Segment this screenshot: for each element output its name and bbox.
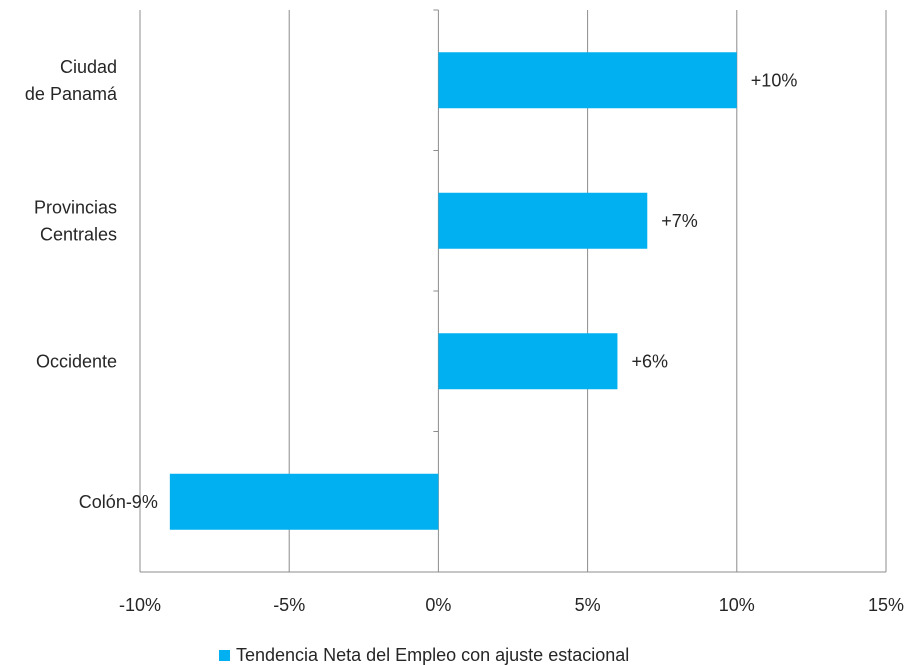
bars (169, 52, 737, 530)
category-label: Occidente (36, 351, 117, 371)
category-label: Ciudad de Panamá (25, 57, 118, 104)
x-tick-labels: -10% -5% 0% 5% 10% 15% (119, 595, 904, 615)
data-label: +10% (751, 70, 798, 90)
legend-label: Tendencia Neta del Empleo con ajuste est… (236, 645, 629, 665)
data-label: -9% (126, 492, 158, 512)
x-tick-label: 10% (719, 595, 755, 615)
x-tick-label: -5% (273, 595, 305, 615)
legend-swatch (219, 650, 230, 661)
bar (438, 52, 737, 109)
bar (169, 473, 439, 530)
category-label-line: Ciudad (60, 57, 117, 77)
data-label: +7% (661, 211, 698, 231)
category-label-line: Colón (79, 492, 126, 512)
data-label: +6% (631, 351, 668, 371)
category-label: Colón (79, 492, 126, 512)
bar (438, 333, 618, 390)
legend: Tendencia Neta del Empleo con ajuste est… (219, 645, 629, 665)
x-tick-label: 15% (868, 595, 904, 615)
category-label-line: Centrales (40, 224, 117, 244)
x-tick-label: 5% (575, 595, 601, 615)
category-label-line: Occidente (36, 351, 117, 371)
category-label: Provincias Centrales (34, 197, 117, 244)
x-tick-label: 0% (425, 595, 451, 615)
category-label-line: Provincias (34, 197, 117, 217)
data-labels: +10% +7% +6% -9% (126, 70, 798, 512)
category-labels: Ciudad de Panamá Provincias Centrales Occide… (25, 57, 126, 512)
x-tick-label: -10% (119, 595, 161, 615)
bar (438, 192, 648, 249)
category-label-line: de Panamá (25, 84, 118, 104)
